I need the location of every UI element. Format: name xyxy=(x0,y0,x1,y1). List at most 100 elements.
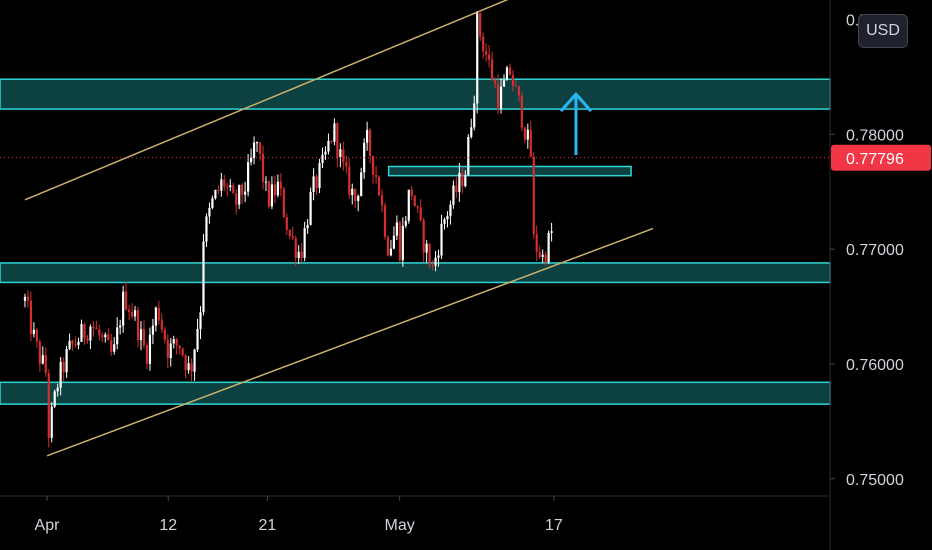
candle-body xyxy=(160,320,163,330)
candle-body xyxy=(342,149,345,163)
candle-body xyxy=(35,329,38,342)
candle-body xyxy=(53,391,56,407)
candle-body xyxy=(398,222,401,261)
candle-body xyxy=(389,248,393,256)
candle-body xyxy=(226,186,229,188)
zone-rect-1 xyxy=(0,78,831,110)
candle-body xyxy=(127,309,131,312)
candle-body xyxy=(92,326,95,328)
candle-body xyxy=(157,307,160,321)
candle-body xyxy=(89,326,92,341)
candle-body xyxy=(294,238,297,259)
price-tick-label: 0.78000 xyxy=(846,127,904,144)
current-price-label: 0.77796 xyxy=(846,151,904,168)
candle-body xyxy=(214,189,217,199)
candle-body xyxy=(107,334,110,341)
candle-body xyxy=(345,162,348,167)
candle-body xyxy=(434,257,437,266)
candle-body xyxy=(452,185,455,205)
price-tick-label: 0.77000 xyxy=(846,242,904,259)
candle-body xyxy=(300,251,303,258)
candle-body xyxy=(327,140,330,152)
current-price-tag xyxy=(831,144,931,171)
candle-body xyxy=(80,324,83,342)
candle-body xyxy=(255,142,259,144)
candle-body xyxy=(166,339,169,359)
candle-body xyxy=(142,329,146,346)
candle-body xyxy=(71,340,74,344)
candle-body xyxy=(261,153,265,182)
candle-body xyxy=(532,156,535,235)
candle-body xyxy=(505,67,509,81)
candle-body xyxy=(446,216,449,220)
currency-button[interactable]: USD xyxy=(858,14,908,48)
zone-rect-3 xyxy=(0,381,831,405)
candle-body xyxy=(23,296,27,301)
candle-body xyxy=(44,355,47,374)
time-tick-label: 12 xyxy=(159,517,177,534)
candle-body xyxy=(220,179,223,191)
candle-body xyxy=(273,184,276,196)
candle-body xyxy=(348,166,351,196)
candle-body xyxy=(437,255,440,258)
candle-body xyxy=(122,291,125,326)
candle-body xyxy=(374,174,378,177)
candle-body xyxy=(470,127,473,137)
candle-body xyxy=(175,339,178,346)
candle-body xyxy=(113,344,116,352)
candle-body xyxy=(392,235,396,249)
candle-body xyxy=(297,251,300,259)
candle-body xyxy=(458,172,461,193)
candle-body xyxy=(211,198,214,208)
candle-body xyxy=(333,123,336,142)
candle-body xyxy=(136,310,140,340)
candle-body xyxy=(413,195,416,207)
candle-body xyxy=(125,291,128,310)
candle-body xyxy=(267,181,271,207)
candle-body xyxy=(360,172,363,196)
candle-body xyxy=(479,13,482,37)
candle-body xyxy=(172,339,175,344)
candle-body xyxy=(369,129,372,156)
candle-body xyxy=(303,228,306,258)
candle-body xyxy=(264,181,268,183)
candle-body xyxy=(187,363,190,371)
candle-body xyxy=(56,387,59,392)
candle-body xyxy=(428,243,431,266)
candle-body xyxy=(276,181,279,196)
candle-body xyxy=(476,13,479,104)
candle-body xyxy=(324,151,327,155)
candle-body xyxy=(178,345,181,349)
candle-body xyxy=(95,327,98,330)
candle-body xyxy=(116,327,119,345)
candle-body xyxy=(407,189,410,221)
candle-body xyxy=(541,254,544,258)
candle-body xyxy=(520,95,523,128)
candle-body xyxy=(101,335,104,338)
candle-body xyxy=(461,172,464,187)
candle-body xyxy=(404,220,407,226)
candle-body xyxy=(288,229,291,237)
trendline-1 xyxy=(24,0,509,201)
candle-body xyxy=(32,329,35,334)
candle-body xyxy=(526,129,529,140)
candle-body xyxy=(133,310,137,317)
candle-body xyxy=(62,361,65,373)
candle-body xyxy=(282,188,285,218)
time-tick-label: Apr xyxy=(35,517,61,534)
candle-body xyxy=(65,348,68,373)
candle-body xyxy=(29,300,33,334)
candle-body xyxy=(496,83,500,109)
candle-body xyxy=(490,59,494,80)
candle-body xyxy=(315,176,318,189)
candle-body xyxy=(336,123,339,158)
candle-body xyxy=(366,129,369,143)
candle-body xyxy=(139,329,143,340)
candle-body xyxy=(508,67,512,75)
candle-body xyxy=(488,54,491,60)
candle-body xyxy=(523,127,526,140)
time-tick-label: 21 xyxy=(259,517,277,534)
candle-body xyxy=(321,154,324,164)
candle-body xyxy=(217,189,220,191)
